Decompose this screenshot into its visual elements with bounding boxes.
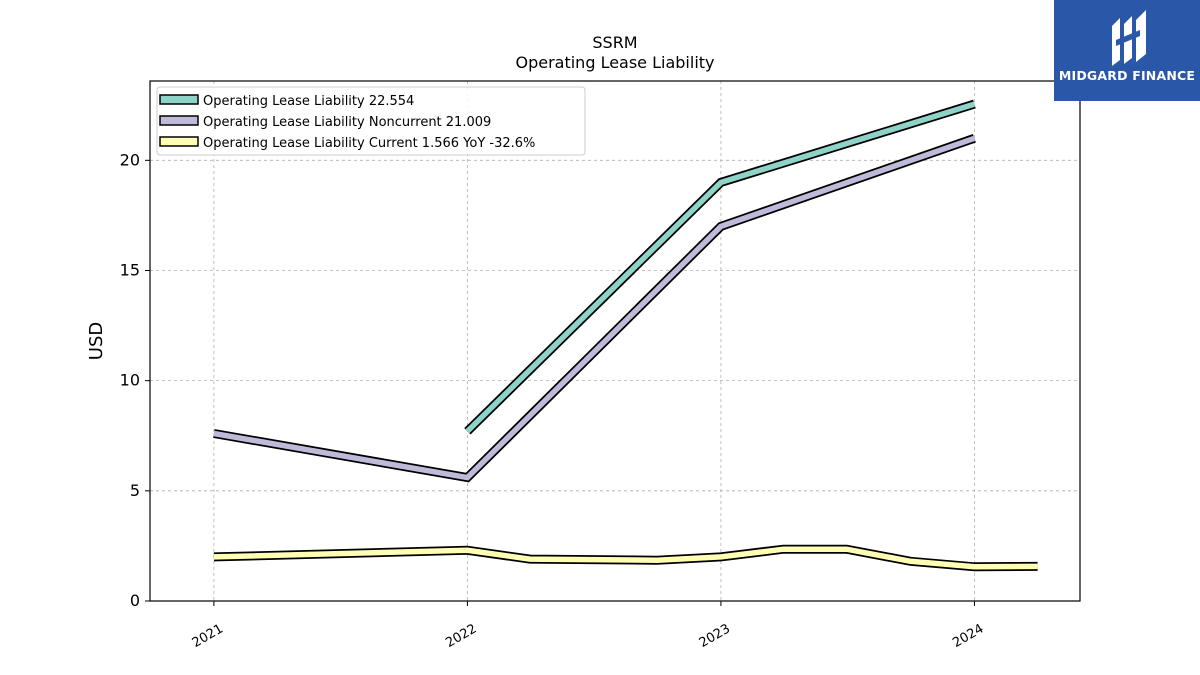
y-tick-label: 15 (120, 260, 140, 279)
plot-frame (149, 80, 1081, 602)
legend-swatch (159, 94, 199, 105)
y-tick-label: 20 (120, 150, 140, 169)
legend-entry: Operating Lease Liability Noncurrent 21.… (203, 115, 491, 130)
series-fill (213, 546, 1038, 570)
legend-swatch (159, 136, 199, 147)
y-tick-label: 10 (120, 371, 140, 390)
chart-title: SSRM (592, 33, 637, 52)
series-fill (213, 135, 976, 481)
logo-mark-icon (1054, 0, 1200, 101)
x-tick-label: 2022 (443, 621, 479, 651)
legend: Operating Lease Liability 22.554 Operatin… (156, 86, 586, 156)
legend-entry: Operating Lease Liability Current 1.566 … (203, 136, 535, 151)
series-3-line (213, 544, 1038, 572)
legend-entry: Operating Lease Liability 22.554 (203, 94, 414, 109)
midgard-finance-logo: MIDGARD FINANCE (1054, 0, 1200, 101)
axes: 0 5 10 15 20 2021 2022 2023 2024 (120, 150, 987, 651)
logo-text: MIDGARD FINANCE (1058, 68, 1196, 83)
series-group (213, 99, 1038, 572)
grid (150, 81, 1080, 601)
series-fill (465, 101, 976, 434)
x-tick-label: 2024 (950, 621, 986, 651)
x-tick-label: 2021 (190, 621, 226, 651)
y-tick-label: 0 (130, 591, 140, 610)
y-axis-label: USD (86, 322, 107, 360)
chart-subtitle: Operating Lease Liability (515, 53, 714, 72)
y-tick-label: 5 (130, 481, 140, 500)
x-tick-label: 2023 (697, 621, 733, 651)
legend-box (156, 86, 586, 156)
series-1-line (464, 99, 976, 435)
series-2-line (213, 134, 976, 483)
legend-swatch (159, 115, 199, 126)
